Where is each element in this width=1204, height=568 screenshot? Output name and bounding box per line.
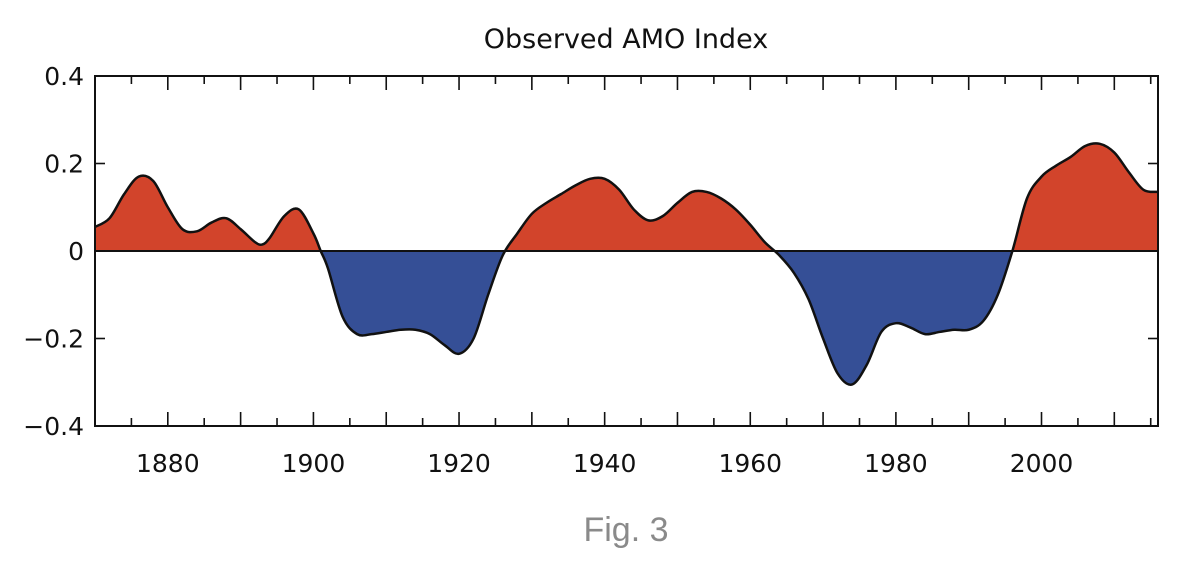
x-tick-label: 1920 [427, 449, 491, 478]
x-tick-label: 1880 [136, 449, 200, 478]
x-tick-label: 1980 [864, 449, 928, 478]
x-tick-label: 1960 [718, 449, 782, 478]
y-tick-label: 0 [68, 237, 84, 266]
chart-title: Observed AMO Index [484, 24, 768, 55]
positive-area [95, 143, 1158, 251]
figure-caption: Fig. 3 [583, 511, 668, 549]
x-tick-label: 1940 [573, 449, 637, 478]
x-tick-label: 1900 [282, 449, 346, 478]
y-tick-label: 0.4 [44, 62, 84, 91]
series-line [94, 142, 1159, 386]
x-tick-label: 2000 [1010, 449, 1074, 478]
y-tick-label: −0.2 [23, 325, 84, 354]
plot-frame [94, 75, 1159, 427]
y-tick-label: 0.2 [44, 150, 84, 179]
negative-area [95, 251, 1158, 385]
y-tick-label: −0.4 [23, 412, 84, 441]
